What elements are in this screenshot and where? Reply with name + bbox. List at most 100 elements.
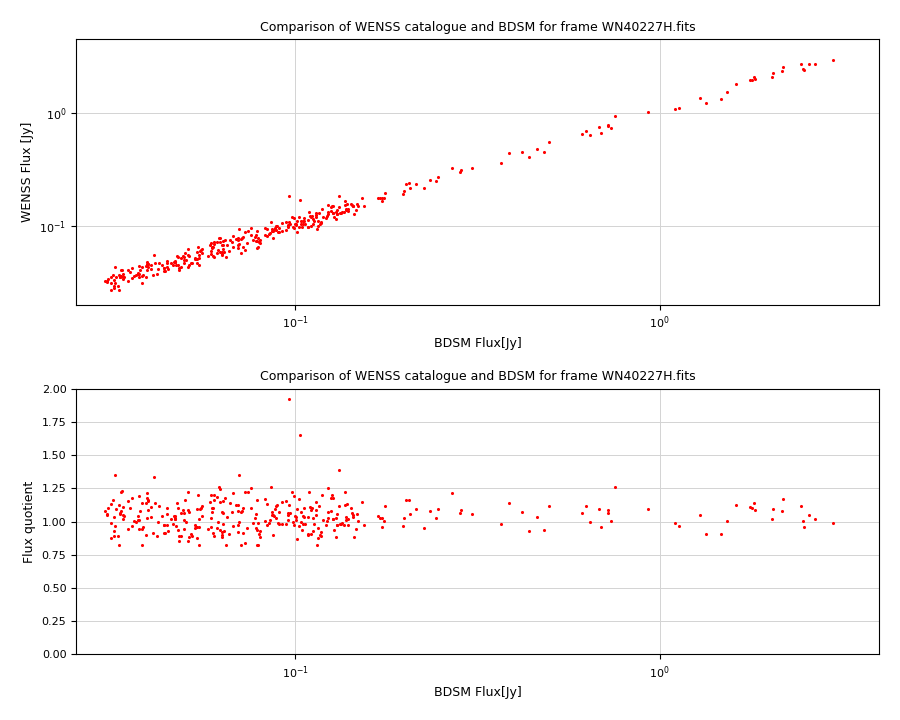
Point [217, 526, 231, 537]
Point [316, 514, 330, 526]
Point [98, 275, 112, 287]
Point [181, 243, 195, 255]
Point [201, 250, 215, 261]
Point [234, 506, 248, 518]
Point [157, 262, 171, 274]
Point [185, 258, 200, 269]
Point [266, 225, 280, 236]
Point [135, 523, 149, 534]
Point [301, 529, 315, 541]
Point [301, 528, 315, 539]
Point [314, 217, 328, 229]
Point [338, 203, 353, 215]
Point [263, 515, 277, 526]
Point [114, 487, 129, 498]
Point [125, 263, 140, 274]
Point [668, 518, 682, 529]
Point [131, 260, 146, 271]
Point [233, 540, 248, 552]
Point [140, 504, 155, 516]
Point [285, 221, 300, 233]
Point [284, 219, 298, 230]
Point [764, 513, 778, 525]
Point [302, 206, 316, 217]
Point [204, 522, 219, 534]
Point [310, 220, 325, 231]
Point [266, 529, 280, 541]
Point [313, 526, 328, 538]
Point [139, 498, 153, 509]
Point [575, 507, 590, 518]
Point [116, 271, 130, 282]
Point [213, 496, 228, 508]
Point [127, 516, 141, 527]
Point [314, 203, 328, 215]
Point [238, 245, 252, 256]
Point [373, 192, 387, 204]
Point [100, 509, 114, 521]
Point [160, 502, 175, 513]
Point [122, 265, 136, 276]
Point [190, 257, 204, 269]
Point [305, 210, 320, 222]
Point [167, 513, 182, 525]
Point [171, 524, 185, 536]
Point [207, 495, 221, 506]
Point [402, 182, 417, 194]
Point [135, 261, 149, 273]
Point [326, 207, 340, 219]
Point [302, 211, 317, 222]
Point [98, 505, 112, 517]
Point [306, 213, 320, 225]
Point [140, 494, 155, 505]
Point [320, 515, 335, 526]
Point [176, 507, 191, 518]
Point [215, 246, 230, 258]
Point [216, 518, 230, 530]
Point [221, 528, 236, 540]
Point [375, 513, 390, 524]
Point [341, 203, 356, 215]
Point [230, 519, 245, 531]
Point [223, 234, 238, 246]
Point [214, 240, 229, 251]
Point [293, 194, 308, 205]
Point [286, 490, 301, 502]
Point [249, 508, 264, 520]
Point [168, 513, 183, 525]
Point [265, 225, 279, 236]
Point [396, 520, 410, 531]
Point [152, 257, 166, 269]
Point [112, 271, 127, 283]
Point [522, 151, 536, 163]
Point [324, 492, 338, 504]
Point [190, 533, 204, 544]
Point [337, 519, 351, 531]
Point [152, 500, 166, 512]
Point [334, 207, 348, 218]
Point [215, 235, 230, 247]
Point [112, 280, 126, 292]
Point [123, 266, 138, 278]
Point [226, 241, 240, 253]
Point [182, 531, 196, 543]
Point [515, 507, 529, 518]
Point [312, 500, 327, 511]
Point [233, 247, 248, 258]
Point [265, 509, 279, 521]
Point [172, 536, 186, 547]
Point [309, 207, 323, 219]
Point [236, 231, 250, 243]
Point [140, 492, 154, 503]
Point [218, 234, 232, 246]
Point [231, 223, 246, 235]
Point [826, 54, 841, 66]
Point [272, 518, 286, 529]
Point [104, 271, 118, 283]
Point [600, 120, 615, 132]
Point [608, 109, 623, 121]
Point [324, 505, 338, 516]
Point [135, 498, 149, 509]
Point [135, 270, 149, 282]
Point [266, 505, 280, 517]
